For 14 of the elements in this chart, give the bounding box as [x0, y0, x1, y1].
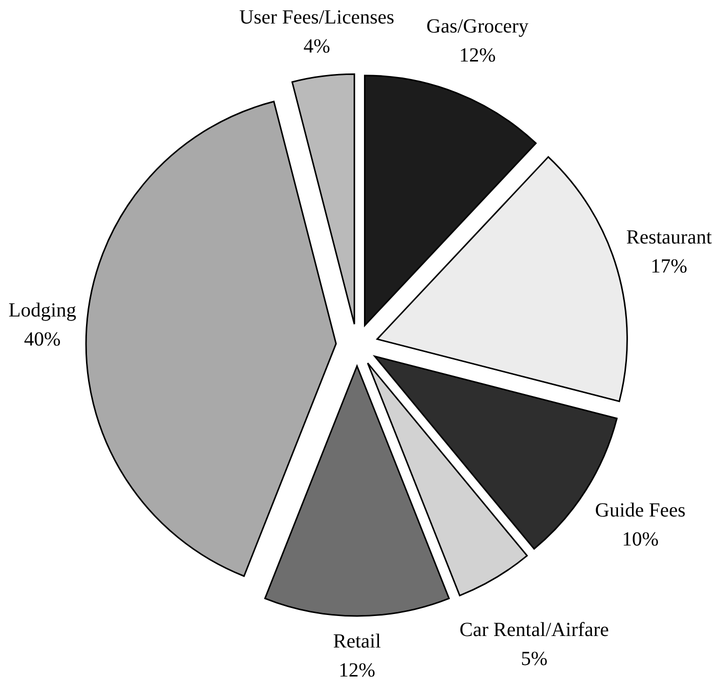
slice-label: Retail — [333, 630, 382, 652]
data-label: 17% — [650, 256, 688, 278]
data-label: 40% — [24, 328, 61, 351]
slice-label: Car Rental/Airfare — [460, 619, 610, 642]
data-label: 12% — [459, 44, 496, 66]
data-label: 5% — [520, 648, 548, 670]
slice-label: User Fees/Licenses — [239, 6, 394, 28]
data-label: 4% — [303, 36, 330, 58]
slice-label: Restaurant — [626, 226, 712, 249]
slice-label: Lodging — [8, 300, 76, 322]
slice-label: Guide Fees — [595, 499, 686, 522]
data-label: 10% — [622, 528, 659, 550]
data-label: 12% — [338, 660, 376, 682]
slice-label: Gas/Grocery — [426, 15, 529, 38]
